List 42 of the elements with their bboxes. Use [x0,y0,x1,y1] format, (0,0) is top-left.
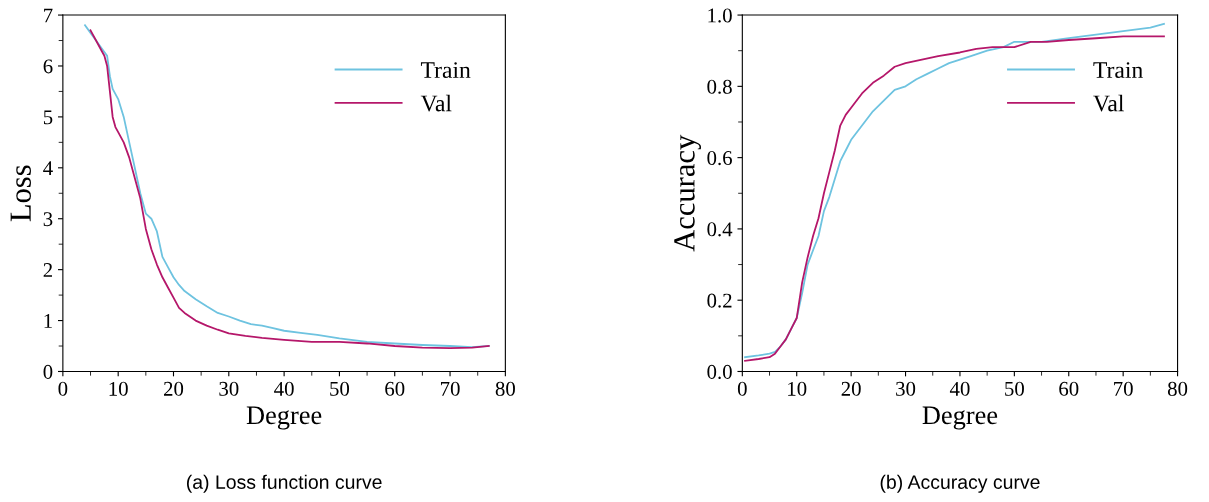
y-axis-title: Loss [10,165,31,222]
y-tick-label: 0.0 [707,364,732,379]
y-tick-label: 0 [43,364,53,379]
legend-label: Val [1093,94,1124,112]
y-tick-label: 0.6 [707,151,732,166]
x-tick-label: 80 [495,381,515,396]
x-tick-label: 0 [737,381,747,396]
x-tick-label: 10 [109,381,128,396]
y-tick-label: 0.2 [707,293,732,308]
y-tick-label: 0.4 [707,222,733,237]
x-tick-label: 0 [58,381,68,396]
y-axis-title: Accuracy [674,134,702,252]
y-tick-label: 6 [43,59,53,74]
x-tick-label: 70 [1114,381,1133,396]
text: (b) Accuracy curve [880,474,1040,493]
x-tick-label: 30 [219,381,239,396]
y-tick-label: 5 [43,110,53,125]
y-tick-label: 2 [43,263,52,277]
y-tick-label: 7 [44,8,53,23]
y-tick-label: 1 [44,314,52,328]
x-tick-label: 50 [1005,381,1024,396]
x-axis-title: Degree [246,406,322,430]
x-tick-label: 50 [330,381,350,396]
legend-label: Train [420,62,471,79]
x-tick-label: 60 [1059,381,1079,396]
y-tick-label: 4 [43,161,53,176]
y-tick-label: 3 [43,212,53,227]
x-tick-label: 20 [841,381,861,396]
x-tick-label: 70 [441,381,460,396]
x-tick-label: 80 [1167,381,1188,396]
x-tick-label: 30 [896,381,916,396]
legend-label: Val [420,94,452,112]
x-axis-title: Degree [922,406,998,430]
legend-label: Train [1093,62,1143,79]
x-tick-label: 60 [385,381,405,396]
x-tick-label: 20 [163,381,184,396]
x-tick-label: 40 [949,381,970,396]
y-tick-label: 1.0 [708,8,732,23]
x-tick-label: 10 [788,381,807,396]
text: (a) Loss function curve [186,474,382,493]
x-tick-label: 40 [274,381,294,396]
y-tick-label: 0.8 [707,79,732,94]
